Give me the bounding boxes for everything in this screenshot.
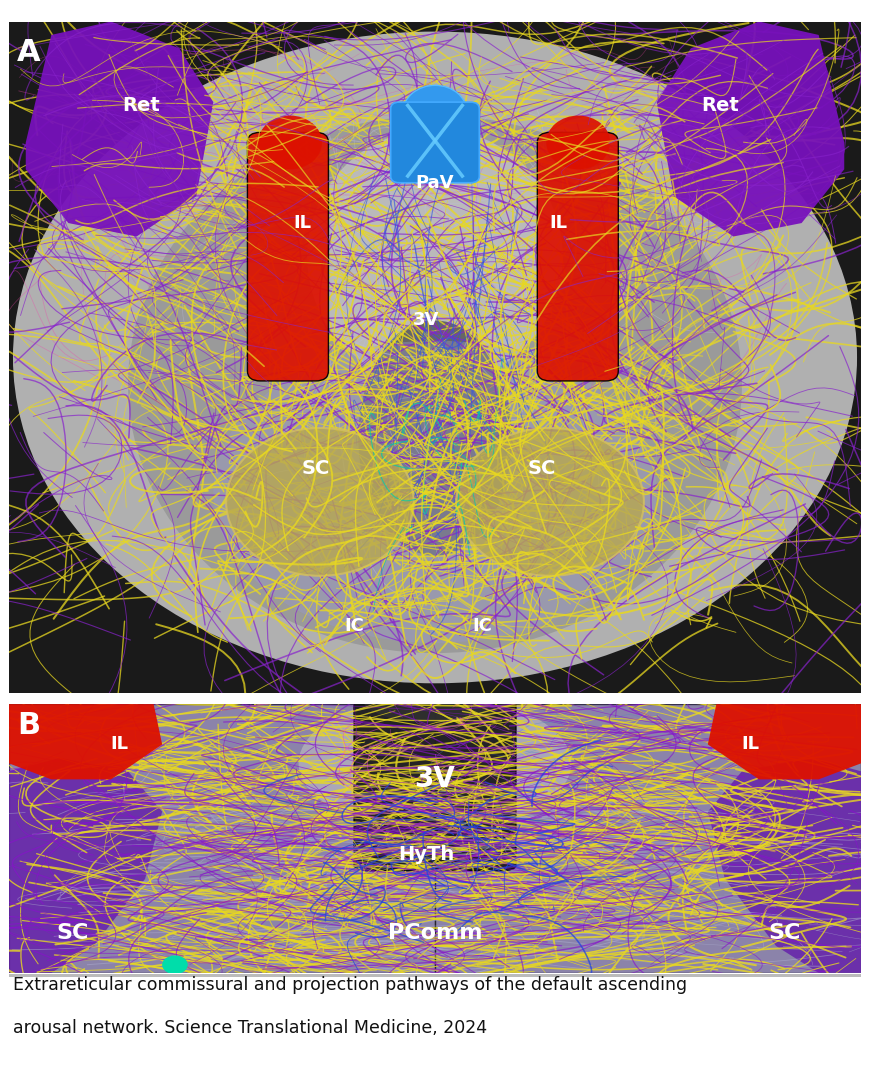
Ellipse shape xyxy=(362,675,507,723)
Text: IL: IL xyxy=(549,214,567,232)
Ellipse shape xyxy=(13,31,856,684)
Ellipse shape xyxy=(213,341,656,643)
Text: SC: SC xyxy=(767,922,799,943)
Text: IC: IC xyxy=(471,617,491,635)
FancyBboxPatch shape xyxy=(390,102,479,183)
Text: Ret: Ret xyxy=(122,96,160,115)
Text: SC: SC xyxy=(527,459,555,477)
Ellipse shape xyxy=(402,85,467,139)
Text: IL: IL xyxy=(110,735,129,754)
Text: PaV: PaV xyxy=(415,174,454,191)
Text: arousal network. Science Translational Medicine, 2024: arousal network. Science Translational M… xyxy=(13,1019,487,1037)
FancyBboxPatch shape xyxy=(354,693,515,871)
Polygon shape xyxy=(656,22,843,236)
Text: SC: SC xyxy=(56,922,89,943)
FancyBboxPatch shape xyxy=(9,704,434,973)
Polygon shape xyxy=(707,704,860,779)
Polygon shape xyxy=(707,758,860,973)
Ellipse shape xyxy=(258,115,322,169)
Polygon shape xyxy=(9,758,162,973)
FancyBboxPatch shape xyxy=(247,132,328,381)
Text: Ret: Ret xyxy=(701,96,739,115)
Text: HyTh: HyTh xyxy=(398,845,454,864)
Ellipse shape xyxy=(128,115,741,653)
Ellipse shape xyxy=(307,129,562,384)
Ellipse shape xyxy=(358,320,511,556)
Text: B: B xyxy=(17,711,40,740)
Text: A: A xyxy=(17,39,41,68)
FancyBboxPatch shape xyxy=(537,132,618,381)
Text: PComm: PComm xyxy=(388,922,481,943)
Text: IL: IL xyxy=(294,214,311,232)
Text: IL: IL xyxy=(740,735,759,754)
Ellipse shape xyxy=(298,697,571,830)
Polygon shape xyxy=(26,22,213,236)
Ellipse shape xyxy=(226,428,414,576)
Ellipse shape xyxy=(546,115,609,169)
Text: 3V: 3V xyxy=(413,312,439,329)
Text: SC: SC xyxy=(301,459,329,477)
Text: 3V: 3V xyxy=(415,765,454,793)
Ellipse shape xyxy=(162,956,188,974)
Polygon shape xyxy=(9,704,162,779)
Text: IC: IC xyxy=(343,617,363,635)
FancyBboxPatch shape xyxy=(434,704,860,973)
Ellipse shape xyxy=(456,428,643,576)
Text: Extrareticular commissural and projection pathways of the default ascending: Extrareticular commissural and projectio… xyxy=(13,976,687,994)
